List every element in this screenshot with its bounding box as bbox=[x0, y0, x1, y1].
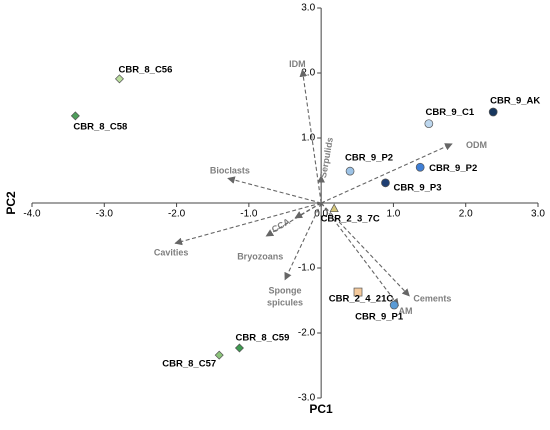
y-tick-label: 3.0 bbox=[301, 3, 315, 14]
point-label: CBR_8_C59 bbox=[236, 332, 290, 343]
point-label: CBR_2_4_21C bbox=[329, 294, 394, 305]
loading-label: Cements bbox=[413, 293, 451, 303]
point-label: CBR_9_P2 bbox=[345, 153, 393, 164]
loading-label: ODM bbox=[466, 140, 487, 150]
x-tick-label: -4.0 bbox=[23, 209, 41, 220]
point bbox=[114, 74, 124, 84]
y-tick-label: -1.0 bbox=[298, 263, 316, 274]
y-tick-label: 2.0 bbox=[301, 68, 315, 79]
point-label: CBR_9_P2 bbox=[429, 163, 477, 174]
x-tick-label: -1.0 bbox=[240, 209, 258, 220]
point bbox=[214, 350, 224, 360]
loading-label: Sponge spicules bbox=[267, 286, 303, 308]
point bbox=[488, 107, 498, 117]
point bbox=[415, 162, 425, 172]
point bbox=[329, 203, 339, 213]
x-tick-label: -3.0 bbox=[96, 209, 114, 220]
loading-label: IDM bbox=[289, 59, 306, 69]
x-tick-label: 2.0 bbox=[459, 209, 473, 220]
loading-label: Serpulids bbox=[318, 137, 335, 179]
loading-label: AM bbox=[398, 306, 412, 316]
point-label: CBR_9_C1 bbox=[426, 107, 475, 118]
y-tick-label: -2.0 bbox=[298, 328, 316, 339]
point bbox=[353, 287, 363, 297]
point-label: CBR_8_C56 bbox=[119, 64, 173, 75]
loading-arrow bbox=[284, 202, 322, 281]
loading-label-line: spicules bbox=[267, 298, 303, 308]
loading-label: Bioclasts bbox=[210, 166, 250, 176]
x-axis-label: PC1 bbox=[309, 402, 333, 416]
point bbox=[381, 178, 390, 188]
y-tick-label: 1.0 bbox=[301, 133, 315, 144]
loading-arrow bbox=[320, 143, 453, 204]
point bbox=[234, 343, 244, 353]
point bbox=[424, 119, 434, 129]
loading-label-line: Sponge bbox=[269, 286, 302, 296]
loading-label: Bryozoans bbox=[237, 252, 283, 262]
loading-arrow bbox=[320, 202, 410, 297]
point-label: CBR_9_P3 bbox=[393, 182, 441, 193]
point-label: CBR_8_C57 bbox=[162, 359, 216, 370]
loading-arrow bbox=[265, 202, 322, 237]
x-tick-label: 1.0 bbox=[386, 209, 400, 220]
point bbox=[389, 300, 399, 310]
point-label: CBR_9_AK bbox=[490, 96, 540, 107]
loading-arrow bbox=[174, 202, 322, 246]
point-label: CBR_9_P1 bbox=[355, 312, 404, 323]
point-label: CBR_8_C58 bbox=[73, 121, 127, 132]
x-tick-label: -2.0 bbox=[168, 209, 186, 220]
loading-arrow bbox=[320, 202, 399, 307]
point bbox=[70, 111, 80, 121]
loading-label: Cavities bbox=[154, 248, 189, 258]
x-tick-label: 3.0 bbox=[531, 209, 545, 220]
loading-arrow bbox=[227, 176, 322, 204]
point-label: CBR_2_3_7C bbox=[321, 214, 380, 225]
y-axis-label: PC2 bbox=[4, 191, 18, 215]
point bbox=[345, 166, 355, 176]
y-tick-label: -3.0 bbox=[298, 393, 316, 404]
x-tick-label: 0.0 bbox=[314, 209, 328, 220]
